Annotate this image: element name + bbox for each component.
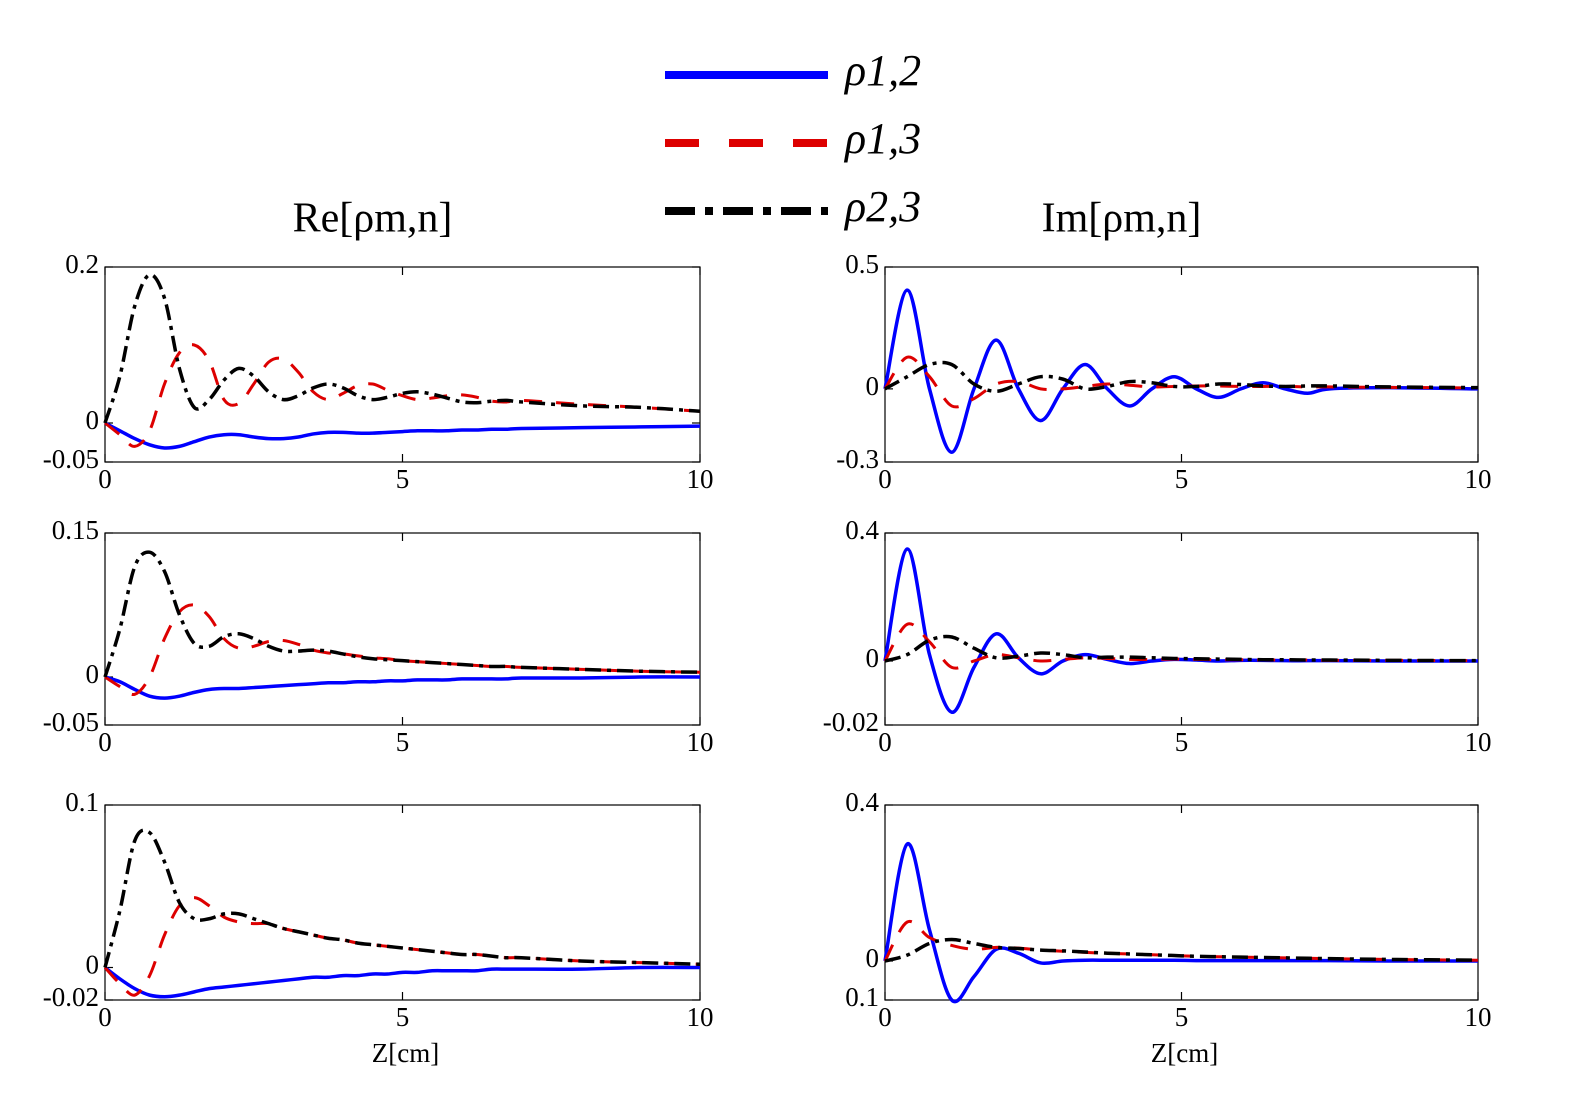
series-line (883, 842, 1479, 1004)
x-tick-label: 5 (396, 1002, 410, 1032)
series-line (104, 603, 701, 697)
series-line (884, 634, 1479, 663)
x-axis-label: Z[cm] (372, 1038, 439, 1068)
legend-label: ρ1,3 (843, 114, 921, 163)
x-tick-label: 10 (1465, 464, 1492, 494)
y-tick-label: -0.05 (43, 444, 99, 474)
series-line (884, 360, 1479, 394)
series-line (884, 937, 1479, 963)
x-tick-label: 0 (98, 1002, 112, 1032)
series-line (883, 355, 1479, 409)
column-title: Im[ρm,n] (1042, 196, 1202, 242)
y-tick-label: 0.5 (845, 249, 879, 279)
x-tick-label: 10 (1465, 1002, 1492, 1032)
series-line (883, 288, 1479, 454)
y-tick-label: 0 (86, 405, 100, 435)
series-line (103, 550, 701, 678)
y-tick-label: 0 (866, 371, 880, 401)
x-tick-label: 0 (98, 727, 112, 757)
x-tick-label: 5 (1175, 464, 1189, 494)
x-tick-label: 0 (98, 464, 112, 494)
y-tick-label: 0 (86, 659, 100, 689)
x-tick-label: 5 (1175, 1002, 1189, 1032)
y-tick-label: 0.15 (52, 515, 99, 545)
y-tick-label: 0.4 (845, 515, 879, 545)
x-axis-label: Z[cm] (1151, 1038, 1218, 1068)
y-tick-label: 0.1 (65, 787, 99, 817)
y-tick-label: 0.4 (845, 787, 879, 817)
x-tick-label: 10 (687, 727, 714, 757)
legend-label: ρ1,2 (843, 46, 921, 95)
column-title: Re[ρm,n] (293, 196, 453, 242)
x-tick-label: 5 (1175, 727, 1189, 757)
x-tick-label: 0 (878, 1002, 892, 1032)
series-line (103, 273, 701, 424)
y-tick-label: -0.02 (823, 707, 879, 737)
x-tick-label: 5 (396, 464, 410, 494)
x-tick-label: 5 (396, 727, 410, 757)
series-line (103, 828, 701, 968)
x-tick-label: 10 (687, 1002, 714, 1032)
series-line (103, 965, 701, 999)
x-tick-label: 10 (687, 464, 714, 494)
series-line (104, 675, 701, 700)
y-tick-label: 0 (866, 943, 880, 973)
x-tick-label: 0 (878, 464, 892, 494)
y-tick-label: -0.02 (43, 982, 99, 1012)
x-tick-label: 0 (878, 727, 892, 757)
y-tick-label: -0.05 (43, 707, 99, 737)
y-tick-label: -0.3 (836, 444, 879, 474)
y-tick-label: 0.1 (845, 982, 879, 1012)
legend-label: ρ2,3 (843, 182, 921, 231)
y-tick-label: 0 (86, 950, 100, 980)
x-tick-label: 10 (1465, 727, 1492, 757)
y-tick-label: 0.2 (65, 249, 99, 279)
series-line (104, 421, 701, 450)
y-tick-label: 0 (866, 643, 880, 673)
